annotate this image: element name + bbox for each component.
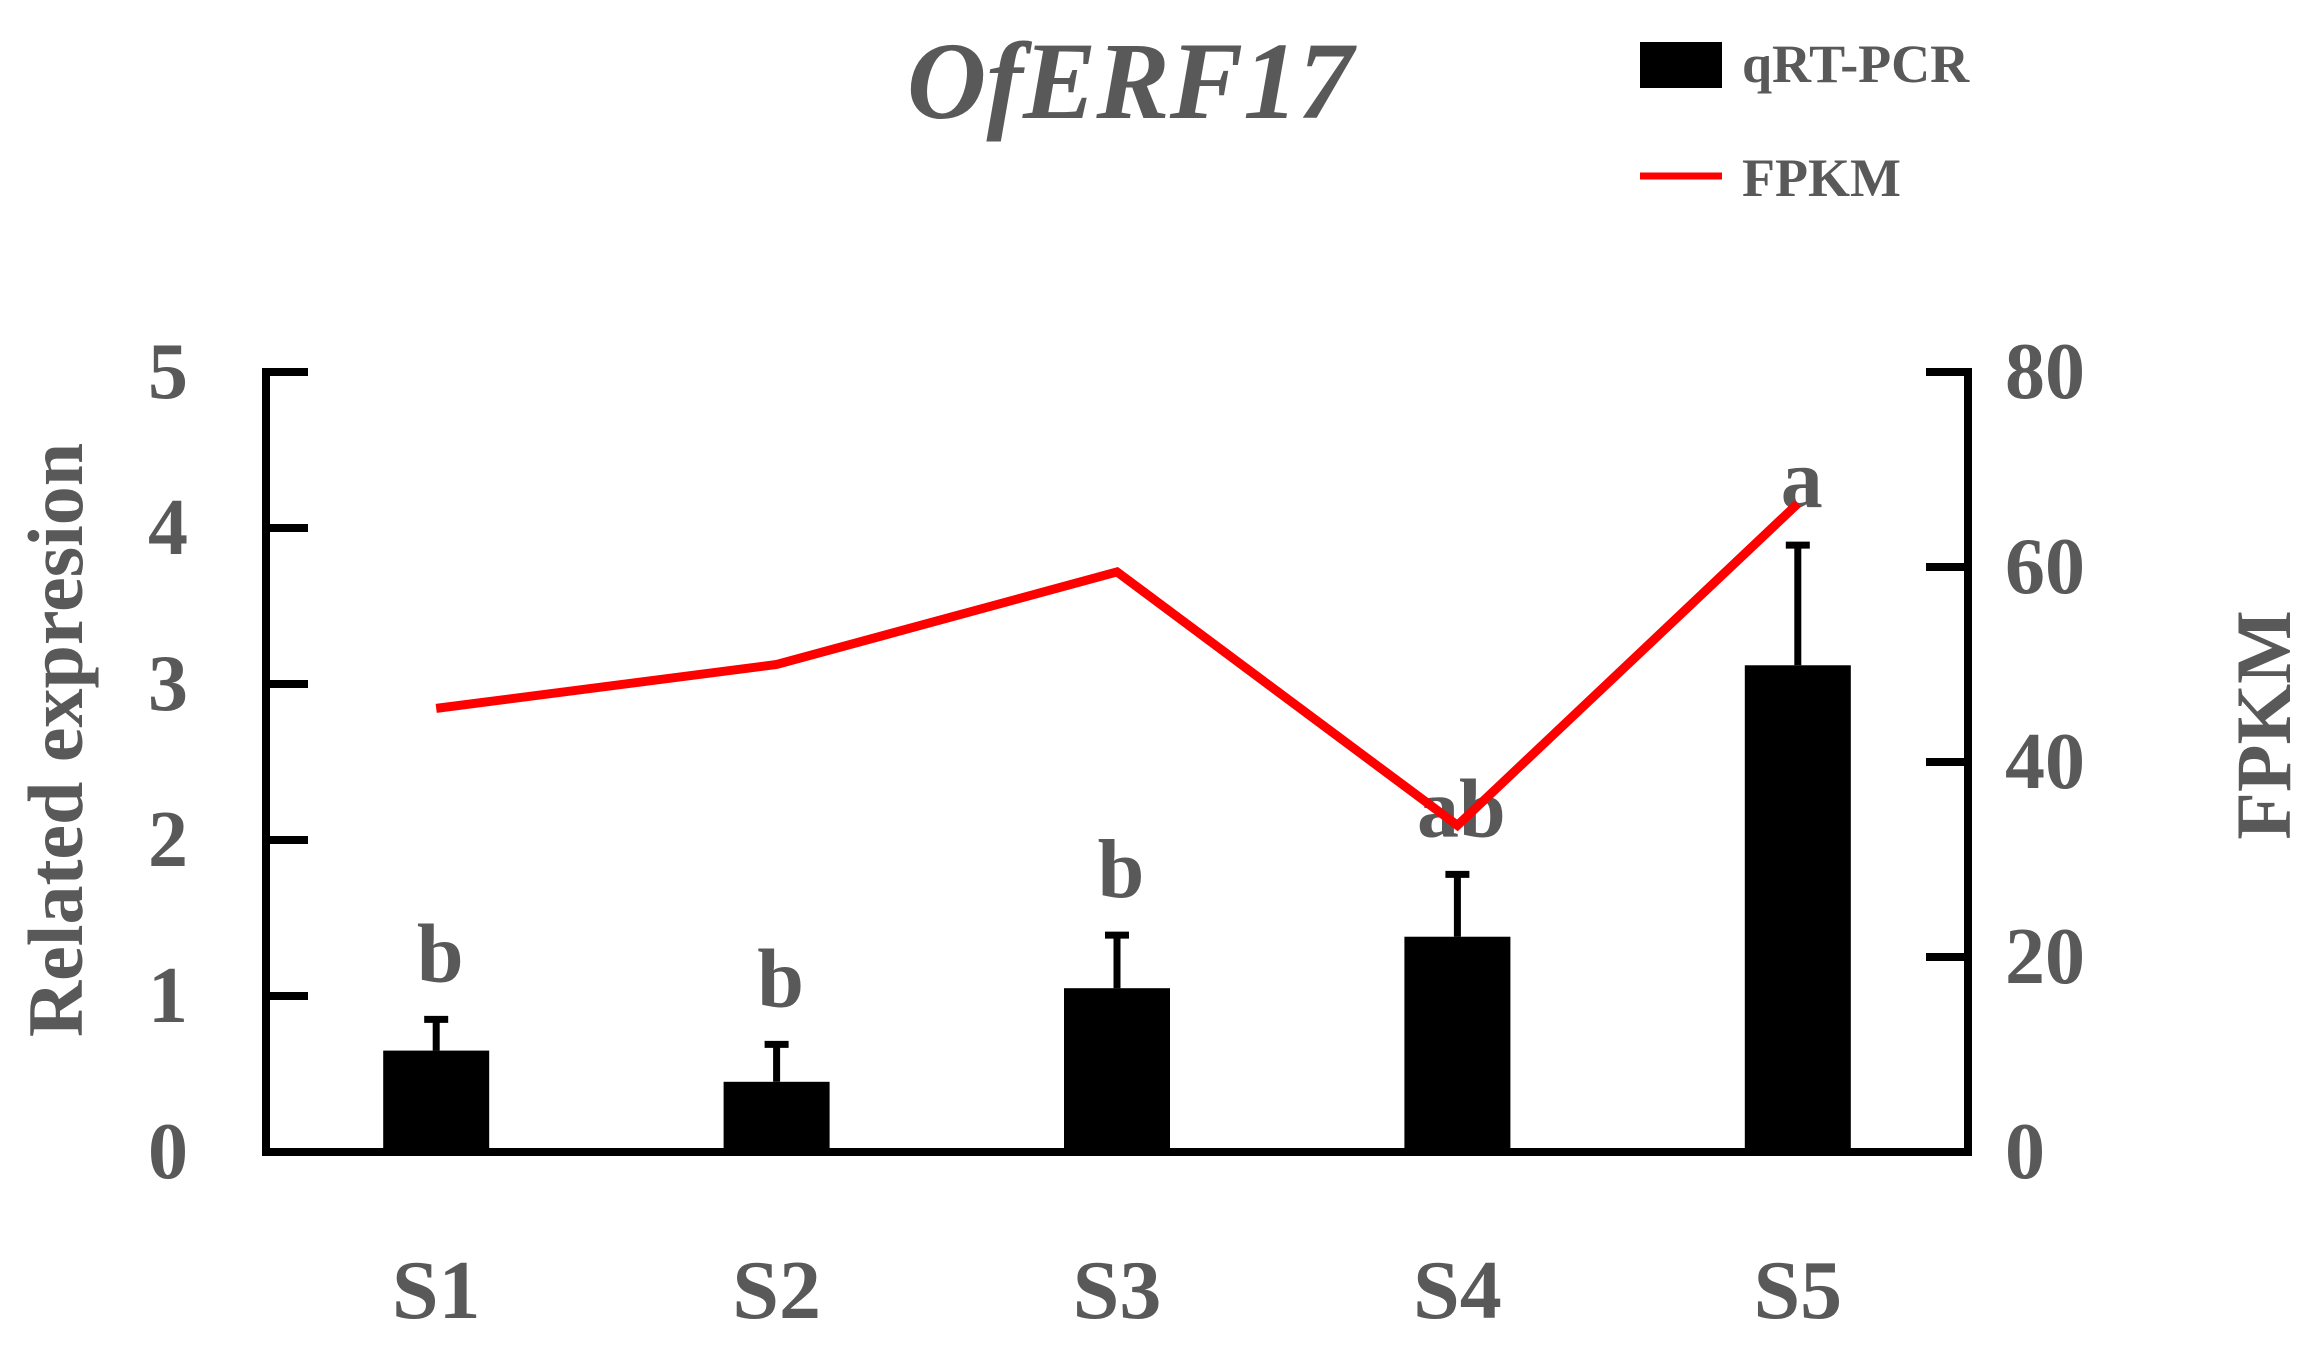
x-tick-label: S1 (392, 1244, 481, 1337)
bar (1404, 936, 1511, 1152)
y-tick-label: 0 (148, 1108, 188, 1196)
y-tick-label: 5 (148, 328, 188, 416)
y2-tick-label: 20 (2005, 913, 2085, 1001)
y-axis-title: Related expresion (12, 443, 99, 1037)
data-label: b (417, 907, 464, 1000)
x-tick-label: S5 (1753, 1244, 1842, 1337)
legend-label-fpkm: FPKM (1742, 148, 1901, 208)
chart-legend: qRT-PCR FPKM (1640, 34, 1970, 208)
y-tick-label: 1 (148, 952, 188, 1040)
y2-tick-label: 80 (2005, 328, 2085, 416)
series-line-fpkm (435, 500, 1801, 832)
bar (383, 1050, 490, 1152)
y2-tick-label: 60 (2005, 523, 2085, 611)
bar (1744, 665, 1851, 1152)
y-tick-label: 3 (148, 640, 188, 728)
x-tick-label: S2 (732, 1244, 821, 1337)
y2-axis-title: FPKM (2220, 610, 2307, 840)
y-tick-label: 4 (148, 484, 188, 572)
legend-label-qrt-pcr: qRT-PCR (1742, 34, 1970, 94)
chart-title: OfERF17 (907, 20, 1357, 142)
y-tick-label: 2 (148, 796, 188, 884)
y2-tick-label: 40 (2005, 718, 2085, 806)
y2-tick-label: 0 (2005, 1108, 2045, 1196)
bar (1064, 988, 1170, 1152)
bar (723, 1081, 830, 1152)
x-tick-label: S4 (1413, 1244, 1502, 1337)
data-label: b (757, 932, 804, 1025)
data-label: b (1098, 823, 1145, 916)
x-tick-label: S3 (1073, 1244, 1162, 1337)
legend-swatch-qrt-pcr (1640, 42, 1722, 88)
